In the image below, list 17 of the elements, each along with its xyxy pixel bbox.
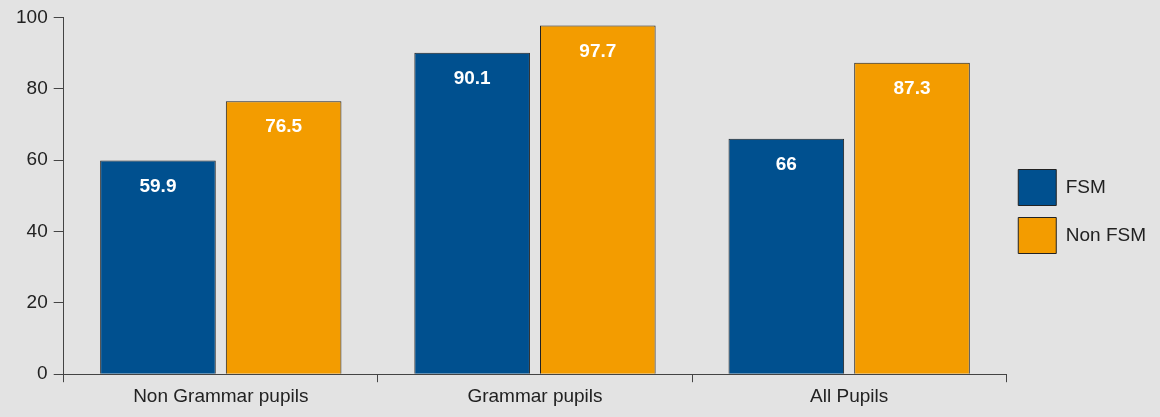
x-tick-label: Non Grammar pupils [133,384,309,406]
data-label: 76.5 [265,115,303,137]
legend-label: FSM [1065,175,1106,197]
data-label: 97.7 [579,39,617,61]
data-label: 87.3 [893,76,931,98]
y-tick-label: 80 [26,76,48,98]
y-tick-label: 0 [37,362,48,384]
x-tick-label: All Pupils [810,384,889,406]
y-tick-label: 100 [16,5,48,27]
legend-label: Non FSM [1065,223,1147,245]
y-tick-label: 20 [26,291,48,313]
x-tick-label: Grammar pupils [467,384,603,406]
y-tick-label: 60 [26,148,48,170]
data-label: 59.9 [139,174,177,196]
data-label: 66 [775,152,797,174]
y-tick-label: 40 [26,219,48,241]
data-label: 90.1 [453,66,492,88]
